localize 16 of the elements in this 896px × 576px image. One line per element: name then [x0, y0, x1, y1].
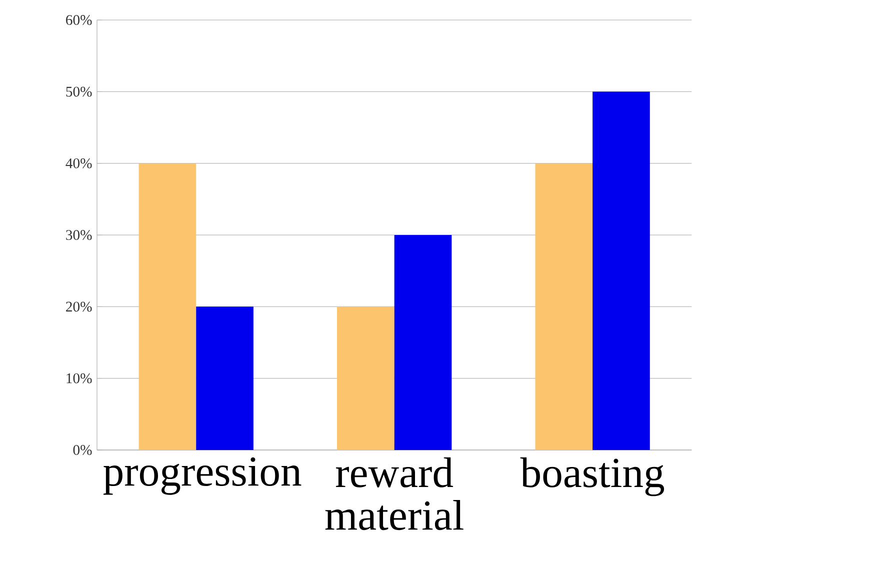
x-tick-label: boasting — [520, 457, 664, 496]
y-tick-label: 0% — [73, 445, 92, 455]
bar — [535, 163, 593, 450]
y-tick-label: 20% — [66, 302, 92, 312]
y-tick-label: 10% — [66, 373, 92, 384]
y-tick-label: 60% — [66, 15, 92, 25]
y-tick-label: 50% — [66, 86, 92, 97]
y-tick-label: 40% — [66, 158, 92, 168]
bar — [337, 306, 394, 450]
bar — [592, 92, 650, 450]
x-tick-label: reward material — [325, 457, 464, 530]
y-tick-label: 30% — [66, 230, 92, 240]
x-tick-label: progression — [103, 457, 302, 495]
bar — [138, 163, 196, 450]
bar — [196, 306, 254, 450]
bar — [394, 235, 452, 450]
